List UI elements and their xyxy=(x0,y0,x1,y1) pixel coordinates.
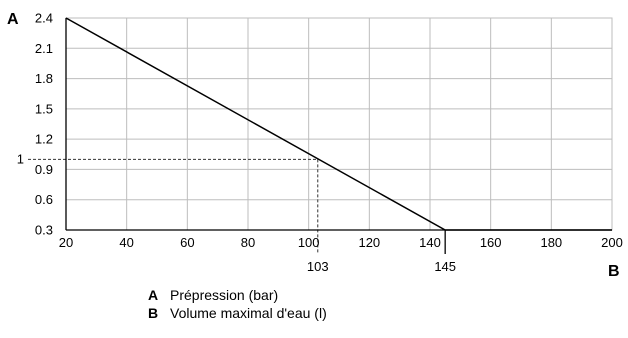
y-tick-label: 1.8 xyxy=(35,71,53,86)
legend-key-a: A xyxy=(148,287,159,303)
x-tick-label: 140 xyxy=(419,235,441,250)
legend-key-b: B xyxy=(148,305,159,321)
x-tick-label: 160 xyxy=(480,235,502,250)
x-tick-label: 20 xyxy=(59,235,73,250)
legend-item-a: A Prépression (bar) xyxy=(148,286,327,304)
x-axis-label: B xyxy=(608,263,620,280)
x-tick-label: 180 xyxy=(540,235,562,250)
x-tick-label: 40 xyxy=(119,235,133,250)
x-tick-label: 120 xyxy=(358,235,380,250)
series-line xyxy=(65,17,612,231)
legend-text-b: Volume maximal d'eau (l) xyxy=(170,305,327,321)
y-tick-label: 0.9 xyxy=(35,162,53,177)
y-tick-label: 1.5 xyxy=(35,101,53,116)
y-tick-label: 1.2 xyxy=(35,132,53,147)
legend: A Prépression (bar) B Volume maximal d'e… xyxy=(148,286,327,322)
x-tick-label: 60 xyxy=(180,235,194,250)
x-tick-label: 80 xyxy=(241,235,255,250)
annotation-x-label: 103 xyxy=(307,259,329,274)
x-tick-label: 100 xyxy=(298,235,320,250)
chart: 20 40 60 80 100 120 140 160 180 200 0.3 0.6 0.9 1.2 1.… xyxy=(7,11,623,281)
y-tick-label: 0.3 xyxy=(35,223,53,238)
annotation-y-label: 1 xyxy=(17,151,24,166)
x-tick-label: 200 xyxy=(601,235,623,250)
legend-item-b: B Volume maximal d'eau (l) xyxy=(148,304,327,322)
y-tick-label: 0.6 xyxy=(35,192,53,207)
y-axis-label: A xyxy=(7,11,19,28)
plot-frame xyxy=(65,17,613,231)
annotation-x-label: 145 xyxy=(434,259,456,274)
y-tick-label: 2.1 xyxy=(35,41,53,56)
legend-text-a: Prépression (bar) xyxy=(170,287,279,303)
y-tick-label: 2.4 xyxy=(35,11,53,26)
